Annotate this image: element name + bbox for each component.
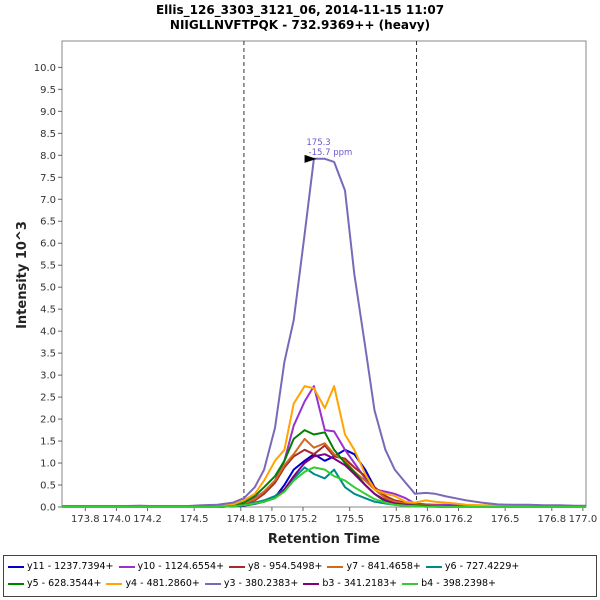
legend: y11 - 1237.7394+ y10 - 1124.6554+ y8 - 954… [3, 555, 597, 597]
y-tick-label: 8.5 [40, 129, 56, 140]
legend-swatch [303, 582, 320, 585]
x-tick-label: 174.0 [102, 514, 131, 525]
legend-label: y4 - 481.2860+ [125, 578, 200, 589]
x-tick-label: 174.2 [133, 514, 162, 525]
y-tick-label: 5.5 [40, 261, 56, 272]
legend-swatch [229, 565, 246, 568]
y-tick-label: 1.5 [40, 437, 56, 448]
legend-label: y8 - 954.5498+ [248, 561, 323, 572]
legend-item: b3 - 341.2183+ [303, 575, 397, 592]
legend-swatch [425, 565, 442, 568]
legend-label: y10 - 1124.6554+ [137, 561, 225, 572]
legend-item: y4 - 481.2860+ [106, 575, 200, 592]
legend-swatch [327, 565, 344, 568]
y-tick-label: 4.0 [40, 327, 56, 338]
legend-label: y7 - 841.4658+ [346, 561, 421, 572]
y-axis-label: Intensity 10^3 [15, 221, 30, 329]
legend-label: y5 - 628.3544+ [27, 578, 102, 589]
x-axis: 173.8 174.0 174.2 174.5 174.8 175.0 175.2 175.5… [71, 507, 597, 525]
y-tick-label: 4.5 [40, 305, 56, 316]
legend-item: y6 - 727.4229+ [425, 558, 520, 575]
legend-swatch [106, 582, 123, 585]
legend-swatch [8, 565, 24, 568]
plot-area [61, 40, 587, 508]
y-axis: 0.0 0.5 1.0 1.5 2.0 2.5 3.0 3.5 4.0 4.5 5.0 5.5 6.0 6… [34, 63, 62, 514]
y-tick-label: 3.5 [40, 349, 56, 360]
y-tick-label: 1.0 [40, 459, 56, 470]
x-tick-label: 174.8 [226, 514, 255, 525]
legend-swatch [402, 582, 419, 585]
series-line [62, 466, 586, 508]
legend-item: b4 - 398.2398+ [402, 575, 496, 592]
annotation-retention-time: 175.3 [306, 138, 330, 148]
legend-swatch [204, 582, 221, 585]
y-tick-label: 3.0 [40, 371, 56, 382]
peak-boundaries [243, 41, 418, 507]
x-tick-label: 176.0 [413, 514, 442, 525]
y-tick-label: 7.5 [40, 173, 56, 184]
legend-item: y7 - 841.4658+ [327, 558, 421, 575]
y-tick-label: 2.5 [40, 393, 56, 404]
annotation-ppm: -15.7 ppm [309, 148, 353, 158]
y-tick-label: 10.0 [34, 63, 56, 74]
x-tick-label: 175.8 [382, 514, 411, 525]
legend-label: y3 - 380.2383+ [223, 578, 299, 589]
legend-label: y6 - 727.4229+ [444, 561, 520, 572]
legend-label: b4 - 398.2398+ [421, 578, 496, 589]
series-lines [62, 157, 586, 508]
legend-label: y11 - 1237.7394+ [27, 561, 114, 572]
y-tick-label: 6.5 [40, 217, 56, 228]
x-tick-label: 176.2 [444, 514, 473, 525]
x-tick-label: 177.0 [569, 514, 598, 525]
chart-subtitle: NIIGLLNVFTPQK - 732.9369++ (heavy) [170, 18, 430, 32]
y-tick-label: 2.0 [40, 415, 56, 426]
x-tick-label: 175.2 [289, 514, 318, 525]
legend-item: y11 - 1237.7394+ [8, 558, 114, 575]
y-tick-label: 0.5 [40, 481, 56, 492]
x-axis-label: Retention Time [268, 532, 380, 547]
y-tick-label: 9.5 [40, 85, 56, 96]
peak-annotation: 175.3 -15.7 ppm [304, 138, 353, 163]
y-tick-label: 8.0 [40, 151, 56, 162]
legend-label: b3 - 341.2183+ [322, 578, 398, 589]
peak-marker-icon [304, 154, 317, 163]
legend-item: y10 - 1124.6554+ [118, 558, 225, 575]
x-tick-label: 175.5 [335, 514, 364, 525]
y-tick-label: 6.0 [40, 239, 56, 250]
chromatogram-chart: Ellis_126_3303_3121_06, 2014-11-15 11:07… [15, 3, 597, 547]
x-tick-label: 175.0 [258, 514, 287, 525]
y-tick-label: 0.0 [40, 503, 56, 514]
y-tick-label: 9.0 [40, 107, 56, 118]
y-tick-label: 5.0 [40, 283, 56, 294]
x-tick-label: 174.5 [180, 514, 209, 525]
legend-item: y5 - 628.3544+ [8, 575, 101, 592]
legend-swatch [8, 582, 24, 585]
legend-item: y3 - 380.2383+ [204, 575, 299, 592]
legend-item: y8 - 954.5498+ [229, 558, 322, 575]
chart-title: Ellis_126_3303_3121_06, 2014-11-15 11:07 [156, 3, 444, 18]
y-tick-label: 7.0 [40, 195, 56, 206]
x-tick-label: 176.5 [491, 514, 520, 525]
x-tick-label: 176.8 [537, 514, 566, 525]
x-tick-label: 173.8 [71, 514, 100, 525]
legend-swatch [118, 565, 135, 568]
